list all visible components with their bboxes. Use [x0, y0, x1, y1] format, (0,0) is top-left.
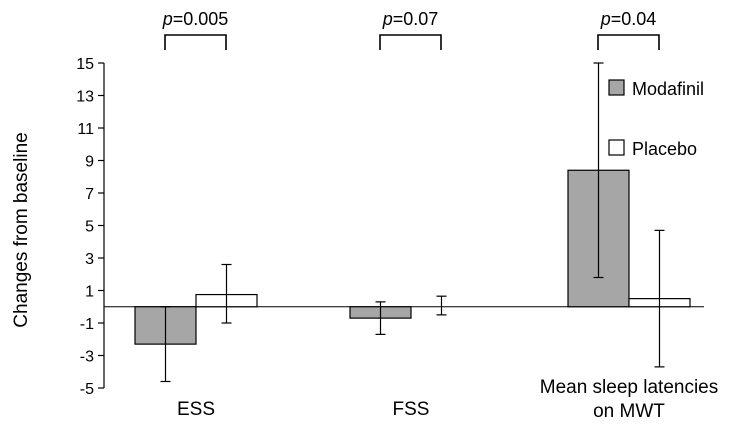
p-value-label: p=0.04 — [600, 9, 657, 29]
y-tick-label: 9 — [85, 154, 94, 171]
legend-swatch-modafinil — [608, 79, 625, 96]
category-label: ESS — [177, 399, 215, 420]
category-labels: ESS FSS Mean sleep latencies on MWT — [177, 377, 718, 422]
y-tick-label: 3 — [85, 251, 94, 268]
p-value-label: p=0.07 — [382, 9, 439, 29]
y-tick-label: -1 — [80, 316, 94, 333]
p-value-bracket — [164, 34, 227, 50]
y-tick-label: -3 — [80, 349, 94, 366]
y-axis-label: Changes from baseline — [11, 132, 32, 327]
p-value-bracket — [597, 34, 660, 50]
y-tick-label: 15 — [76, 56, 94, 73]
p-value-label: p=0.005 — [162, 9, 229, 29]
y-tick-label: -5 — [80, 381, 94, 398]
category-label: Mean sleep latencies — [540, 377, 719, 398]
y-tick-label: 7 — [85, 186, 94, 203]
y-tick-label: 11 — [77, 121, 94, 138]
y-tick-label: 5 — [85, 219, 94, 236]
p-value-annotations: p=0.005 p=0.07 p=0.04 — [162, 9, 660, 50]
y-tick-label: 1 — [85, 284, 94, 301]
legend: Modafinil Placebo — [608, 79, 704, 159]
category-label: FSS — [393, 399, 430, 420]
legend-label-modafinil: Modafinil — [632, 79, 704, 99]
bars — [134, 62, 691, 383]
p-value-bracket — [379, 34, 442, 50]
category-label: on MWT — [593, 401, 665, 422]
legend-swatch-placebo — [608, 139, 625, 156]
legend-label-placebo: Placebo — [632, 139, 697, 159]
y-tick-label: 13 — [76, 89, 94, 106]
